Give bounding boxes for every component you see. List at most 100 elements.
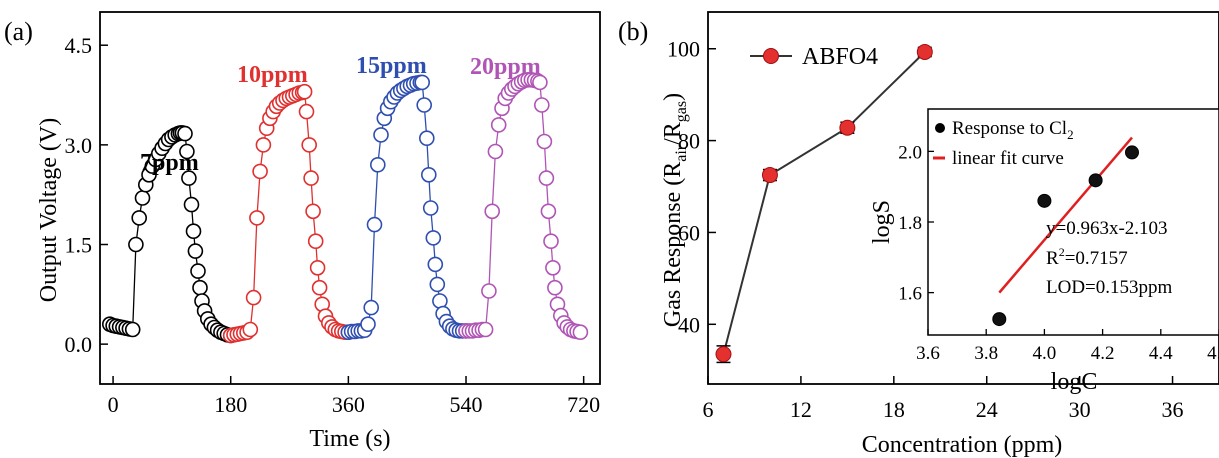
panel-b: (b) 6 12 18 24 30 36 40 60 80 100 Concentration (… bbox=[618, 11, 1219, 458]
data-point-15ppm bbox=[414, 74, 431, 91]
inset-legend-fit: linear fit curve bbox=[952, 148, 1064, 169]
panel-b-y-axis-label: Gas Response (Rair/Rgas) bbox=[660, 93, 690, 327]
data-point-10ppm bbox=[252, 163, 268, 180]
panel-b-legend: ABFO4 bbox=[750, 44, 878, 70]
data-point-20ppm bbox=[543, 233, 559, 249]
data-point-10ppm bbox=[307, 233, 324, 249]
inset-y-tick-label: 1.8 bbox=[898, 213, 922, 234]
panel-a-y-tick-label: 1.5 bbox=[65, 233, 93, 258]
legend-label: ABFO4 bbox=[802, 44, 878, 70]
data-point-10ppm bbox=[303, 170, 319, 186]
series-line-15ppm bbox=[348, 81, 466, 333]
panel-a-x-tick-label: 360 bbox=[332, 392, 365, 417]
inset-x-tick-label: 4.0 bbox=[1033, 343, 1057, 364]
inset-r2-value: =0.7157 bbox=[1065, 248, 1128, 269]
data-point-15ppm bbox=[416, 97, 433, 113]
legend-marker bbox=[763, 48, 779, 64]
data-point-ABFO4 bbox=[916, 43, 933, 60]
inset-ticks: 3.6 3.8 4.0 4.2 4.4 4.6 1.6 1.8 2.0 bbox=[898, 142, 1219, 364]
data-point-15ppm bbox=[422, 200, 439, 216]
panel-a-concentration-labels: 7ppm 10ppm 15ppm 20ppm bbox=[140, 53, 541, 176]
data-point-10ppm bbox=[242, 321, 259, 338]
concentration-label-15ppm: 15ppm bbox=[356, 53, 427, 79]
inset-x-tick-label: 4.4 bbox=[1149, 343, 1173, 364]
inset-equation: y=0.963x-2.103 bbox=[1046, 218, 1168, 239]
panel-b-x-tick-label: 6 bbox=[703, 397, 714, 422]
data-point-10ppm bbox=[249, 210, 265, 226]
inset-legend-points: Response to Cl2 bbox=[952, 118, 1074, 142]
inset-r2-prefix: R bbox=[1046, 248, 1059, 269]
data-point-7ppm bbox=[124, 321, 141, 338]
panel-b-y-tick-label: 100 bbox=[667, 37, 700, 62]
panel-b-y-tick-label: 60 bbox=[678, 220, 700, 245]
data-point-15ppm bbox=[432, 293, 448, 309]
data-point-10ppm bbox=[301, 137, 318, 153]
data-point-20ppm bbox=[477, 321, 494, 338]
panel-a-series bbox=[102, 72, 589, 344]
data-point-7ppm bbox=[128, 236, 144, 253]
inset-r2-sup: 2 bbox=[1059, 245, 1065, 259]
panel-a-y-tick-label: 0.0 bbox=[65, 332, 93, 357]
inset-frame bbox=[927, 108, 1219, 336]
panel-a-label: (a) bbox=[4, 17, 33, 46]
data-point-10ppm bbox=[311, 279, 328, 296]
data-point-15ppm bbox=[425, 230, 442, 246]
data-point-20ppm bbox=[538, 170, 555, 186]
data-point-7ppm bbox=[181, 170, 197, 186]
data-point-20ppm bbox=[481, 283, 497, 299]
panel-a-y-axis-label: Output Voltage (V) bbox=[36, 118, 62, 302]
inset-data-point bbox=[1124, 145, 1139, 160]
ylabel-sub-gas: gas bbox=[673, 101, 690, 122]
data-point-7ppm bbox=[192, 279, 208, 296]
data-point-10ppm bbox=[309, 259, 326, 276]
data-point-7ppm bbox=[177, 125, 193, 142]
data-point-ABFO4 bbox=[761, 167, 778, 184]
panel-b-ticks: 6 12 18 24 30 36 40 60 80 100 bbox=[667, 37, 1184, 422]
panel-a-plot-frame bbox=[99, 11, 601, 385]
data-point-20ppm bbox=[484, 203, 501, 220]
data-point-20ppm bbox=[540, 203, 557, 220]
panel-a-x-tick-label: 540 bbox=[450, 392, 483, 417]
data-point-7ppm bbox=[131, 210, 147, 226]
data-point-ABFO4 bbox=[839, 119, 856, 136]
data-point-7ppm bbox=[134, 190, 151, 206]
inset-r-squared: R2=0.7157 bbox=[1046, 245, 1128, 269]
inset-data-point bbox=[1088, 173, 1103, 188]
panel-b-x-tick-label: 30 bbox=[1069, 397, 1091, 422]
ylabel-mid: /R bbox=[660, 122, 686, 145]
data-point-7ppm bbox=[179, 143, 195, 160]
data-point-20ppm bbox=[533, 97, 550, 113]
inset-x-axis-label: logC bbox=[1051, 369, 1098, 395]
ylabel-end: ) bbox=[660, 93, 686, 101]
data-point-20ppm bbox=[545, 259, 561, 276]
data-point-10ppm bbox=[298, 103, 315, 120]
inset-legend-points-text: Response to Cl bbox=[952, 118, 1067, 139]
data-point-ABFO4 bbox=[715, 346, 732, 363]
panel-b-x-tick-label: 12 bbox=[790, 397, 812, 422]
data-point-15ppm bbox=[429, 276, 446, 293]
panel-a-x-tick-label: 180 bbox=[214, 392, 247, 417]
data-point-7ppm bbox=[190, 263, 206, 279]
inset-legend-points-sub: 2 bbox=[1067, 127, 1074, 142]
ylabel-main: Gas Response (R bbox=[660, 162, 686, 327]
panel-b-label: (b) bbox=[618, 17, 648, 46]
data-point-10ppm bbox=[255, 137, 272, 153]
data-point-20ppm bbox=[487, 143, 504, 160]
panel-b-x-axis-label: Concentration (ppm) bbox=[862, 432, 1063, 458]
panel-b-y-tick-label: 80 bbox=[678, 129, 700, 154]
data-point-15ppm bbox=[363, 299, 380, 316]
data-point-20ppm bbox=[547, 279, 563, 296]
concentration-label-20ppm: 20ppm bbox=[470, 54, 541, 80]
panel-b-x-tick-label: 36 bbox=[1162, 397, 1184, 422]
inset-x-tick-label: 4.2 bbox=[1091, 343, 1115, 364]
data-point-20ppm bbox=[490, 117, 507, 133]
inset-fit-line bbox=[998, 136, 1133, 294]
data-point-10ppm bbox=[296, 83, 313, 100]
inset-marks bbox=[992, 136, 1139, 327]
data-point-15ppm bbox=[366, 216, 383, 233]
inset-x-tick-label: 4.6 bbox=[1207, 343, 1219, 364]
data-point-20ppm bbox=[532, 74, 548, 91]
panel-b-inset: 3.6 3.8 4.0 4.2 4.4 4.6 1.6 1.8 2.0 logC logS Re… bbox=[869, 108, 1219, 395]
inset-data-point bbox=[1037, 193, 1052, 208]
